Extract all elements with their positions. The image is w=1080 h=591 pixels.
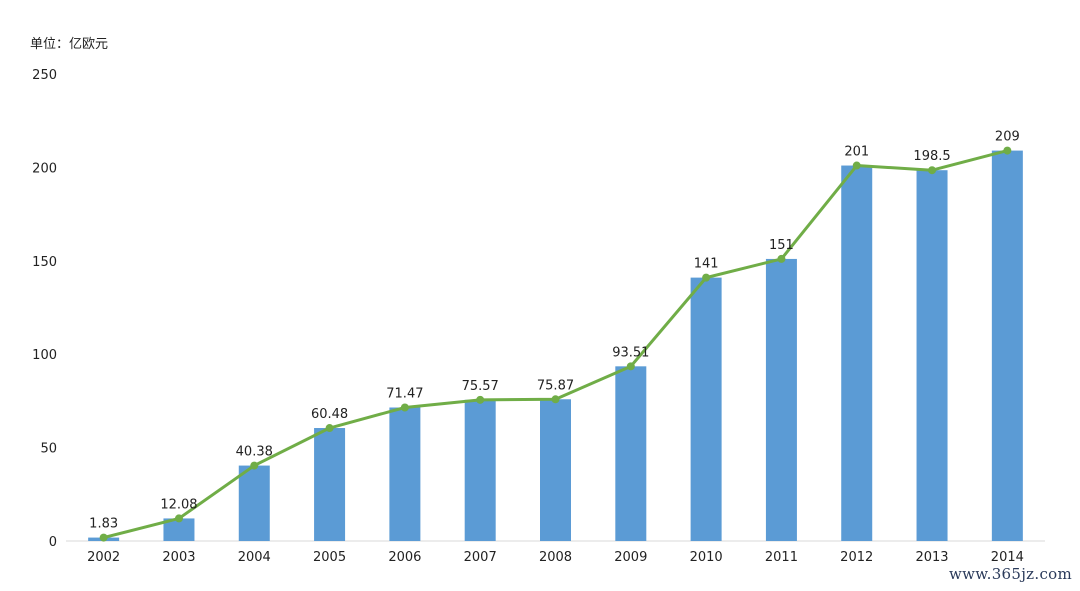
y-tick-label: 200 <box>32 161 57 176</box>
data-label: 141 <box>694 257 719 272</box>
bar <box>615 366 647 541</box>
line-point <box>325 424 334 433</box>
line-point <box>626 362 635 371</box>
x-tick-label: 2004 <box>238 550 271 565</box>
line-point <box>476 395 485 404</box>
bar <box>238 465 270 541</box>
bar <box>991 150 1023 541</box>
line-point <box>852 161 861 170</box>
bar <box>916 170 948 541</box>
data-label: 198.5 <box>913 149 950 164</box>
y-tick-label: 0 <box>49 535 57 550</box>
y-tick-label: 100 <box>32 348 57 363</box>
x-tick-label: 2009 <box>614 550 647 565</box>
unit-label: 单位：亿欧元 <box>30 37 109 52</box>
line-point <box>400 403 409 412</box>
y-tick-label: 250 <box>32 68 57 83</box>
data-label: 71.47 <box>386 386 423 401</box>
data-label: 12.08 <box>160 497 197 512</box>
x-tick-label: 2011 <box>765 550 798 565</box>
watermark: www.365jz.com <box>948 565 1072 583</box>
bar <box>389 407 421 541</box>
line-point <box>928 166 937 175</box>
x-tick-label: 2002 <box>87 550 120 565</box>
data-label: 60.48 <box>311 407 348 422</box>
x-tick-label: 2008 <box>539 550 572 565</box>
line-point <box>551 395 560 404</box>
line-point <box>174 514 183 523</box>
bar <box>314 428 346 541</box>
y-tick-label: 150 <box>32 255 57 270</box>
data-label: 1.83 <box>89 517 118 532</box>
bar <box>540 399 571 541</box>
line-point <box>777 254 786 263</box>
data-label: 75.57 <box>462 379 499 394</box>
x-tick-label: 2012 <box>840 550 873 565</box>
data-label: 209 <box>995 130 1020 145</box>
data-label: 151 <box>769 238 794 253</box>
line-point <box>1003 146 1012 155</box>
x-tick-label: 2003 <box>162 550 195 565</box>
x-tick-label: 2005 <box>313 550 346 565</box>
x-tick-label: 2007 <box>464 550 497 565</box>
bar <box>765 258 797 541</box>
bar <box>690 277 722 541</box>
x-tick-label: 2014 <box>991 550 1024 565</box>
x-tick-label: 2013 <box>915 550 948 565</box>
data-label: 75.87 <box>537 378 574 393</box>
line-point <box>99 533 108 542</box>
line-point <box>250 461 259 470</box>
x-tick-label: 2006 <box>388 550 421 565</box>
bar <box>163 518 195 541</box>
line-point <box>702 273 711 282</box>
bar <box>464 399 496 541</box>
bar <box>841 165 873 542</box>
data-label: 40.38 <box>236 445 273 460</box>
x-tick-label: 2010 <box>690 550 723 565</box>
data-label: 201 <box>844 145 869 160</box>
y-tick-label: 50 <box>40 442 57 457</box>
data-label: 93.51 <box>612 345 649 360</box>
